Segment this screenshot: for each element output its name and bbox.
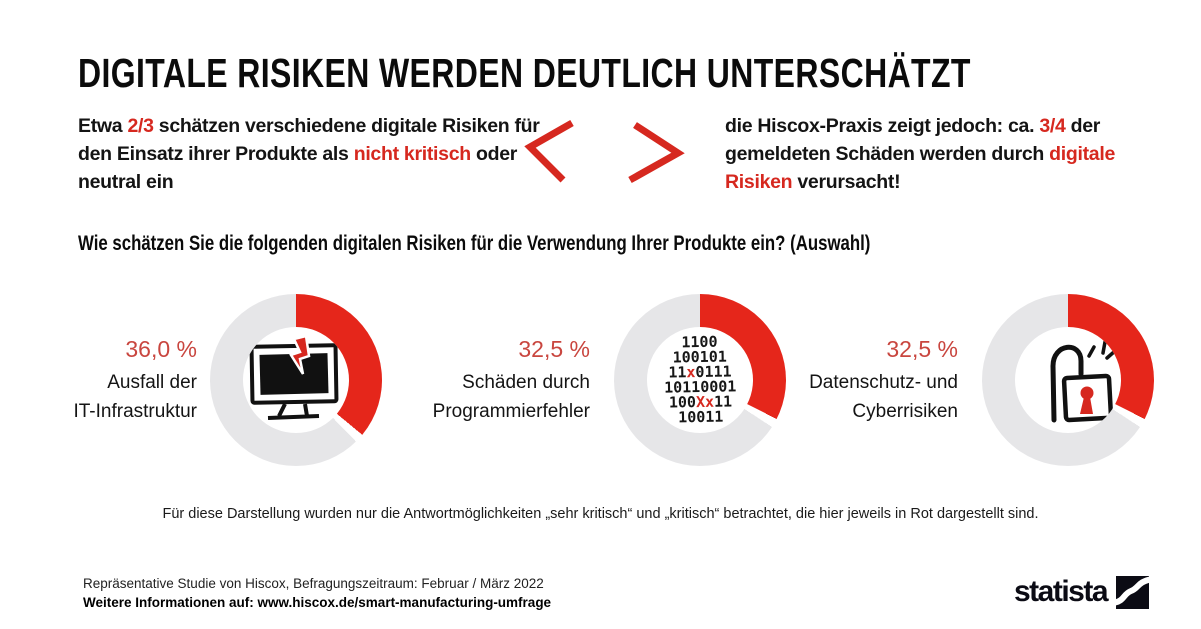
statement-left: Etwa 2/3 schätzen verschiedene digitale … xyxy=(78,115,540,193)
chart-label-it-infrastruktur: 36,0 % Ausfall der IT-Infrastruktur xyxy=(0,336,197,426)
caption-line: Datenschutz- und xyxy=(809,372,958,393)
caption-line: IT-Infrastruktur xyxy=(73,401,197,422)
caption-line: Schäden durch xyxy=(462,372,590,393)
percent-value: 32,5 % xyxy=(518,336,590,362)
footnote: Für diese Darstellung wurden nur die Ant… xyxy=(162,506,1039,522)
source-more-info: Weitere Informationen auf: www.hiscox.de… xyxy=(83,595,552,610)
donut-hole: 1100 100101 11x0111 10110001 100Xx11 10011 xyxy=(647,327,753,433)
statista-logo: statista xyxy=(1014,574,1150,610)
open-padlock-icon xyxy=(1050,340,1117,423)
donut-chart-cyberrisiken xyxy=(982,294,1154,466)
statement-right: die Hiscox-Praxis zeigt jedoch: ca. 3/4 … xyxy=(725,115,1116,193)
crashed-monitor-icon xyxy=(249,334,339,420)
percent-value: 32,5 % xyxy=(886,336,958,362)
opposing-chevrons-icon xyxy=(524,119,685,184)
donut-hole xyxy=(243,327,349,433)
caption-line: Programmierfehler xyxy=(432,401,590,422)
donut-hole xyxy=(1015,327,1121,433)
page-title: DIGITALE RISIKEN WERDEN DEUTLICH UNTERSC… xyxy=(78,50,971,96)
statista-logo-mark-icon xyxy=(1116,575,1150,609)
caption-line: Cyberrisiken xyxy=(852,401,958,422)
donut-chart-it-infrastruktur xyxy=(210,294,382,466)
source-study: Repräsentative Studie von Hiscox, Befrag… xyxy=(83,576,544,591)
statista-wordmark: statista xyxy=(1014,575,1109,608)
chart-label-programmierfehler: 32,5 % Schäden durch Programmierfehler xyxy=(360,336,590,426)
chart-label-cyberrisiken: 32,5 % Datenschutz- und Cyberrisiken xyxy=(728,336,958,426)
caption-line: Ausfall der xyxy=(107,372,197,393)
percent-value: 36,0 % xyxy=(125,336,197,362)
binary-code-icon: 1100 100101 11x0111 10110001 100Xx11 10011 xyxy=(663,332,737,427)
donut-chart-programmierfehler: 1100 100101 11x0111 10110001 100Xx11 10011 xyxy=(614,294,786,466)
survey-question: Wie schätzen Sie die folgenden digitalen… xyxy=(78,232,871,255)
